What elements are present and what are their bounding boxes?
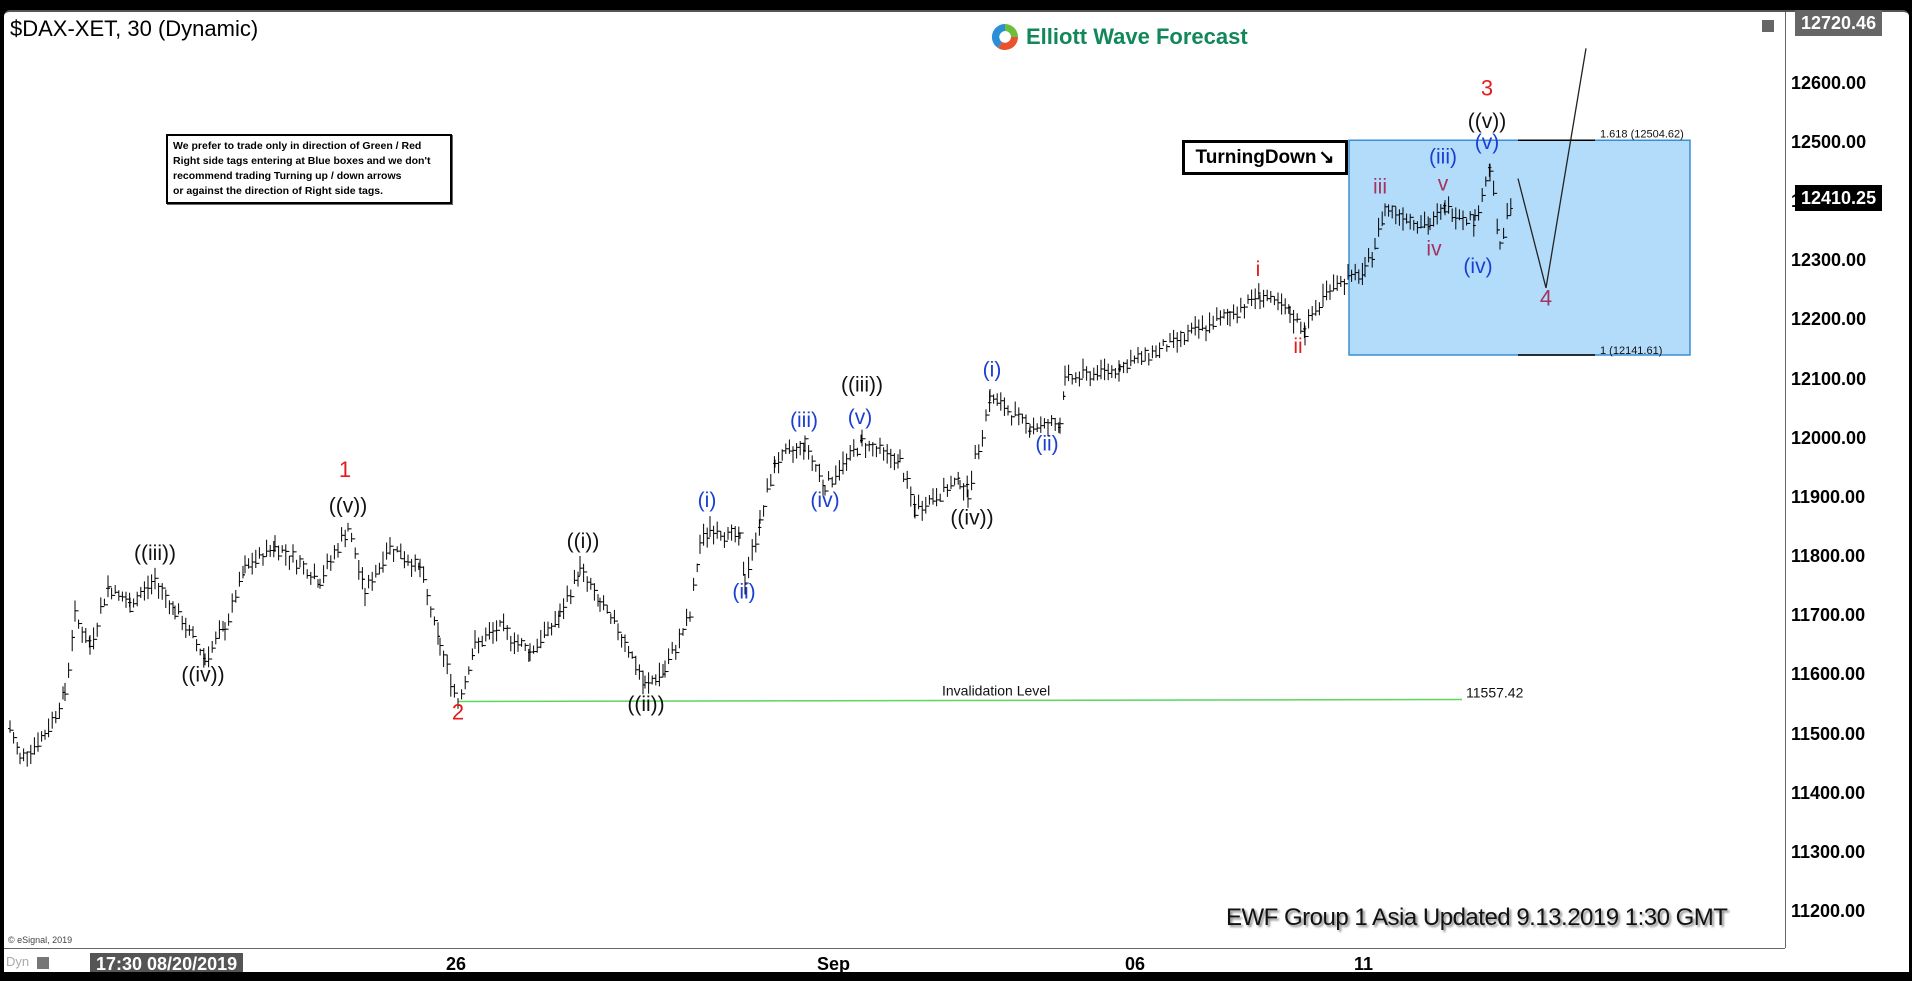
dyn-label: Dyn <box>6 954 30 969</box>
ewf-logo: Elliott Wave Forecast <box>990 22 1248 52</box>
x-tick-label: Sep <box>817 954 851 974</box>
y-tick-label: 12600.00 <box>1791 72 1867 93</box>
wave-label: (iii) <box>790 409 818 432</box>
wave-label: 3 <box>1481 76 1493 101</box>
restore-window-icon[interactable] <box>1762 20 1774 32</box>
y-tick-label: 11900.00 <box>1791 486 1866 507</box>
svg-text:Invalidation Level: Invalidation Level <box>942 683 1050 699</box>
last-price-flag: 12410.25 <box>1795 185 1883 211</box>
x-tick-label: 06 <box>1125 954 1146 974</box>
wave-label: (i) <box>983 359 1002 382</box>
turning-down-arrow-icon: ↘ <box>1318 147 1335 168</box>
wave-label: (v) <box>1475 131 1500 154</box>
wave-label: (v) <box>848 406 873 429</box>
esignal-copyright: © eSignal, 2019 <box>8 935 73 945</box>
wave-label: (ii) <box>1035 433 1058 456</box>
wave-label: 2 <box>452 700 464 725</box>
wave-label: 4 <box>1540 286 1552 311</box>
bottom-border <box>0 972 1912 981</box>
wave-label: ((i)) <box>567 530 600 553</box>
note-line: or against the direction of Right side t… <box>173 185 384 197</box>
wave-label: ((v)) <box>1468 110 1506 133</box>
turning-label: TurningDown <box>1195 146 1317 168</box>
cursor-time-label: 17:30 08/20/2019 <box>90 953 244 976</box>
logo-text: Elliott Wave Forecast <box>1026 24 1248 49</box>
lock-icon[interactable] <box>36 956 49 969</box>
wave-label: (i) <box>698 489 717 512</box>
y-tick-label: 12300.00 <box>1791 250 1867 271</box>
wave-label: iii <box>1373 175 1387 198</box>
note-line: Right side tags entering at Blue boxes a… <box>173 155 431 167</box>
projection-lines <box>1517 48 1587 289</box>
wave-label: ((ii)) <box>627 693 664 716</box>
wave-label: (ii) <box>732 580 755 603</box>
wave-labels: 1 ((v)) ((iii)) ((iv)) 2 ((i)) ((ii)) (i) (ii) (i… <box>134 76 1552 725</box>
wave-label: ((iv)) <box>950 507 993 530</box>
x-tick-label: 11 <box>1354 954 1374 974</box>
wave-label: i <box>1256 258 1261 281</box>
wave-label: ((iv)) <box>181 663 224 686</box>
symbol-title: $DAX-XET, 30 (Dynamic) <box>10 16 259 41</box>
y-tick-label: 11400.00 <box>1791 782 1866 803</box>
y-tick-label: 11800.00 <box>1791 546 1866 567</box>
ewf-logo-icon <box>991 23 1019 51</box>
y-tick-label: 11700.00 <box>1791 605 1866 626</box>
updated-timestamp: EWF Group 1 Asia Updated 9.13.2019 1:30 … <box>1226 904 1728 931</box>
trading-note-box: We prefer to trade only in direction of … <box>166 134 452 204</box>
svg-text:1 (12141.61): 1 (12141.61) <box>1600 345 1662 357</box>
y-tick-label: 11500.00 <box>1791 723 1866 744</box>
svg-text:11557.42: 11557.42 <box>1466 685 1524 701</box>
price-chart: 1.618 (12504.62) 1 (12141.61) Invalidation… <box>8 48 1691 767</box>
price-bars <box>8 163 1513 767</box>
svg-text:1.618 (12504.62): 1.618 (12504.62) <box>1600 128 1684 140</box>
dyn-lock-toggle[interactable]: Dyn <box>6 954 49 969</box>
note-line: We prefer to trade only in direction of … <box>173 140 422 152</box>
wave-label: iv <box>1426 237 1442 260</box>
y-tick-label: 12100.00 <box>1791 368 1867 389</box>
wave-label: ((iii)) <box>841 373 883 396</box>
wave-label: ((iii)) <box>134 542 176 565</box>
y-tick-label: 12500.00 <box>1791 132 1867 152</box>
wave-label: (iv) <box>1463 255 1492 278</box>
y-tick-label: 11600.00 <box>1791 664 1866 685</box>
y-tick-label: 12000.00 <box>1791 427 1867 448</box>
x-axis[interactable] <box>4 948 1785 949</box>
wave-label: (iv) <box>810 489 839 512</box>
y-axis[interactable] <box>1785 12 1786 948</box>
y-tick-label: 11300.00 <box>1791 841 1866 862</box>
wave-label: (iii) <box>1429 146 1457 169</box>
blue-target-box: 1.618 (12504.62) 1 (12141.61) Invalidation… <box>457 128 1691 703</box>
wave-label: ((v)) <box>329 495 367 518</box>
note-line: recommend trading Turning up / down arro… <box>173 170 402 182</box>
x-tick-label: 26 <box>446 954 467 974</box>
wave-label: ii <box>1293 335 1302 358</box>
top-price-flag: 12720.46 <box>1795 10 1883 36</box>
y-tick-label: 11200.00 <box>1791 900 1866 921</box>
turning-down-tag: TurningDown ↘ <box>1182 140 1348 175</box>
y-tick-label: 12200.00 <box>1791 309 1867 330</box>
wave-label: v <box>1438 172 1449 195</box>
wave-label: 1 <box>339 457 351 482</box>
